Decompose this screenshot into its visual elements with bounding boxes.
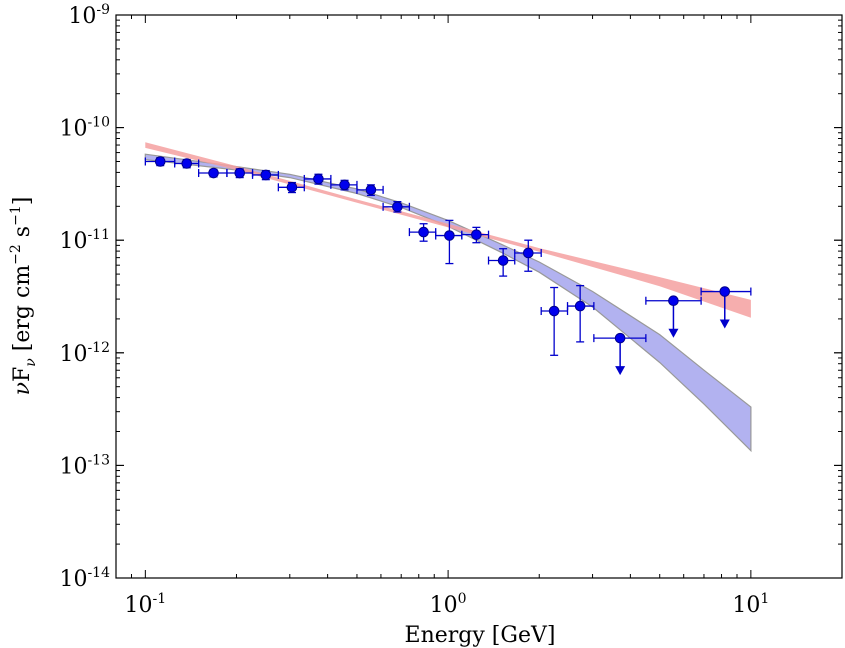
data-point-12: [461, 226, 490, 244]
ylabel-close: ]: [10, 197, 35, 206]
point-marker: [392, 201, 403, 213]
point-marker: [574, 300, 586, 312]
upper-limit-arrow: [719, 319, 730, 329]
ylabel-sub: ν: [23, 358, 39, 367]
data-point-15: [540, 286, 569, 356]
data-point-0: [144, 156, 176, 167]
data-point-17: [593, 332, 647, 376]
ylabel-nu: ν: [10, 382, 35, 395]
data-points: [144, 156, 752, 376]
ylabel-F: F: [10, 367, 35, 382]
point-marker: [668, 295, 679, 307]
y-tick-exp: -13: [87, 452, 110, 468]
point-marker: [471, 229, 482, 240]
data-point-9: [382, 200, 411, 213]
y-tick-exp: -9: [96, 2, 110, 18]
ylabel-exp1: −2: [8, 244, 24, 265]
y-tick-base: 10: [59, 117, 87, 142]
x-axis-label: Energy [GeV]: [405, 623, 556, 648]
y-tick-label-0: 10-9: [68, 2, 110, 29]
x-tick-exp: 1: [760, 591, 769, 607]
data-point-19: [700, 286, 752, 329]
point-marker: [418, 226, 429, 238]
data-point-11: [435, 219, 463, 265]
fit-bands: [144, 142, 752, 453]
ylabel-mid: s: [10, 226, 35, 244]
point-marker: [181, 158, 193, 169]
data-point-14: [514, 239, 542, 272]
logparabola-band: [144, 153, 752, 453]
y-tick-label-1: 10-10: [59, 115, 110, 142]
plot-frame: [115, 14, 843, 579]
data-point-16: [566, 284, 595, 343]
data-point-4: [251, 169, 280, 181]
upper-limit-arrow: [615, 366, 626, 376]
y-tick-exp: -14: [87, 565, 110, 581]
y-tick-base: 10: [59, 229, 87, 254]
point-marker: [522, 247, 534, 259]
y-tick-base: 10: [68, 4, 96, 29]
point-marker: [234, 167, 246, 179]
data-point-8: [356, 184, 384, 197]
data-point-1: [174, 158, 200, 169]
point-marker: [154, 156, 166, 167]
y-tick-exp: -11: [87, 227, 110, 243]
data-point-6: [303, 173, 332, 185]
ylabel-exp2: −1: [8, 205, 24, 226]
x-tick-label-1: 100: [430, 591, 467, 618]
point-marker: [444, 230, 455, 241]
y-tick-base: 10: [59, 567, 87, 592]
x-tick-label-2: 101: [732, 591, 769, 618]
y-tick-exp: -12: [87, 340, 110, 356]
y-tick-label-4: 10-13: [59, 452, 110, 479]
point-marker: [260, 169, 272, 181]
y-tick-label-2: 10-11: [59, 227, 110, 254]
x-tick-base: 10: [732, 593, 760, 618]
data-point-18: [645, 295, 702, 338]
y-axis-label: νFν [erg cm−2 s−1]: [8, 197, 39, 396]
y-tick-exp: -10: [87, 115, 110, 131]
data-point-10: [408, 223, 437, 242]
point-marker: [208, 167, 219, 179]
x-tick-base: 10: [430, 593, 458, 618]
x-tick-base: 10: [125, 593, 153, 618]
point-marker: [497, 255, 509, 266]
data-point-2: [198, 167, 228, 179]
point-marker: [365, 184, 377, 196]
point-marker: [548, 305, 560, 317]
y-tick-label-5: 10-14: [59, 565, 110, 592]
y-tick-label-3: 10-12: [59, 340, 110, 367]
ylabel-open: [erg cm: [10, 265, 35, 359]
point-marker: [614, 332, 626, 344]
y-tick-base: 10: [59, 454, 87, 479]
x-tick-label-0: 10-1: [125, 591, 167, 618]
data-point-5: [277, 181, 305, 194]
axis-ticks: [115, 14, 843, 579]
data-point-13: [487, 248, 516, 277]
data-point-7: [330, 179, 358, 191]
x-tick-exp: 0: [458, 591, 467, 607]
point-marker: [313, 173, 324, 185]
point-marker: [719, 286, 731, 297]
y-tick-base: 10: [59, 342, 87, 367]
upper-limit-arrow: [668, 328, 679, 338]
x-tick-exp: -1: [153, 591, 167, 607]
point-marker: [286, 181, 298, 193]
point-marker: [339, 179, 350, 191]
